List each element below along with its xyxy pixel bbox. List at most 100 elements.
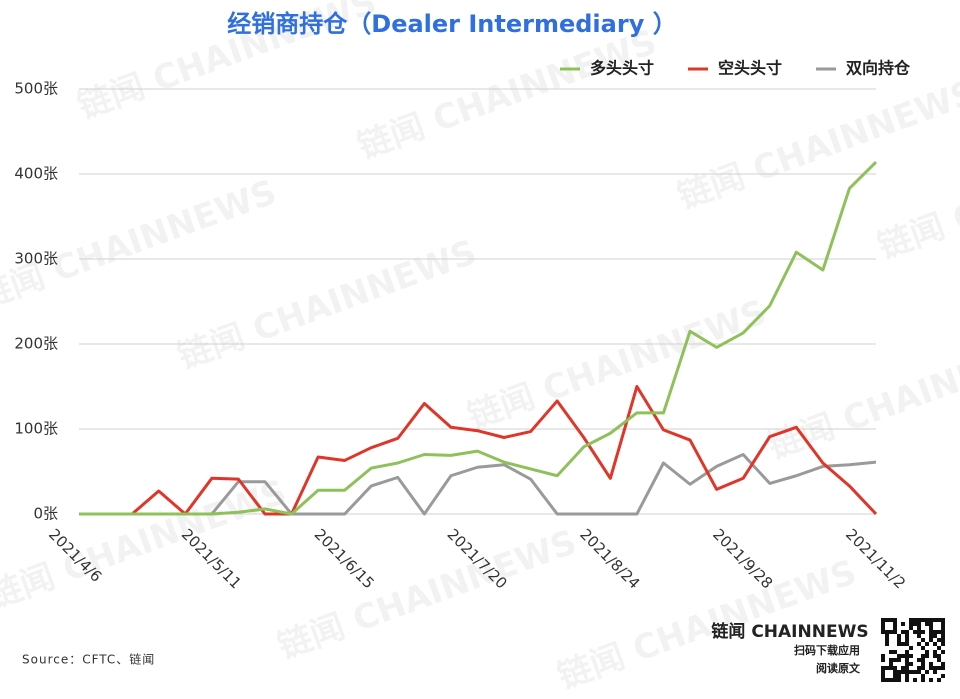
qr-cell	[893, 630, 897, 634]
qr-cell	[897, 658, 901, 662]
qr-cell	[889, 618, 893, 622]
qr-cell	[921, 674, 925, 678]
qr-cell	[909, 662, 913, 666]
qr-cell	[917, 670, 921, 674]
qr-cell	[925, 642, 929, 646]
qr-cell	[905, 662, 909, 666]
qr-cell	[925, 654, 929, 658]
qr-cell	[921, 654, 925, 658]
qr-cell	[881, 658, 885, 662]
qr-cell	[929, 678, 933, 682]
qr-cell	[885, 634, 889, 638]
qr-cell	[889, 662, 893, 666]
qr-cell	[893, 670, 897, 674]
qr-cell	[905, 634, 909, 638]
qr-cell	[889, 678, 893, 682]
qr-cell	[925, 670, 929, 674]
qr-cell	[905, 658, 909, 662]
qr-cell	[941, 666, 945, 670]
qr-cell	[937, 678, 941, 682]
qr-cell	[921, 630, 925, 634]
qr-cell	[917, 618, 921, 622]
qr-cell	[941, 642, 945, 646]
qr-cell	[905, 670, 909, 674]
y-tick-label: 0张	[33, 505, 58, 523]
qr-cell	[921, 666, 925, 670]
qr-cell	[905, 630, 909, 634]
qr-cell	[925, 622, 929, 626]
qr-cell	[881, 626, 885, 630]
qr-cell	[941, 634, 945, 638]
qr-cell	[893, 666, 897, 670]
qr-cell	[885, 638, 889, 642]
qr-cell	[925, 618, 929, 622]
legend-label: 双向持仓	[846, 59, 911, 78]
qr-cell	[881, 666, 885, 670]
qr-cell	[941, 674, 945, 678]
qr-cell	[929, 618, 933, 622]
qr-cell	[909, 646, 913, 650]
qr-cell	[921, 678, 925, 682]
qr-cell	[901, 654, 905, 658]
qr-cell	[929, 662, 933, 666]
qr-cell	[937, 618, 941, 622]
qr-cell	[941, 650, 945, 654]
qr-cell	[909, 654, 913, 658]
qr-cell	[897, 654, 901, 658]
qr-cell	[897, 642, 901, 646]
qr-cell	[905, 666, 909, 670]
qr-cell	[893, 658, 897, 662]
qr-cell	[909, 626, 913, 630]
y-tick-label: 400张	[14, 165, 58, 183]
brand-line: 阅读原文	[816, 661, 861, 675]
qr-cell	[881, 670, 885, 674]
qr-cell	[937, 658, 941, 662]
qr-cell	[917, 666, 921, 670]
qr-cell	[929, 638, 933, 642]
qr-cell	[913, 622, 917, 626]
qr-cell	[921, 646, 925, 650]
qr-cell	[929, 666, 933, 670]
qr-cell	[941, 630, 945, 634]
y-tick-label: 300张	[14, 250, 58, 268]
qr-cell	[941, 662, 945, 666]
qr-cell	[913, 670, 917, 674]
qr-cell	[897, 674, 901, 678]
qr-cell	[889, 630, 893, 634]
qr-cell	[889, 658, 893, 662]
y-tick-label: 500张	[14, 80, 58, 98]
qr-cell	[913, 630, 917, 634]
qr-cell	[921, 638, 925, 642]
qr-cell	[905, 654, 909, 658]
qr-cell	[913, 618, 917, 622]
qr-cell	[933, 630, 937, 634]
qr-cell	[881, 622, 885, 626]
qr-cell	[933, 670, 937, 674]
qr-cell	[941, 626, 945, 630]
qr-cell	[917, 634, 921, 638]
qr-cell	[933, 654, 937, 658]
qr-cell	[917, 622, 921, 626]
qr-cell	[889, 666, 893, 670]
qr-cell	[933, 650, 937, 654]
qr-cell	[937, 630, 941, 634]
qr-cell	[901, 630, 905, 634]
qr-cell	[901, 666, 905, 670]
qr-cell	[937, 638, 941, 642]
qr-cell	[893, 626, 897, 630]
qr-cell	[909, 670, 913, 674]
qr-cell	[929, 626, 933, 630]
qr-cell	[941, 618, 945, 622]
qr-cell	[941, 622, 945, 626]
legend-label: 空头头寸	[718, 59, 782, 78]
qr-cell	[913, 678, 917, 682]
qr-cell	[885, 630, 889, 634]
qr-cell	[893, 622, 897, 626]
qr-cell	[897, 634, 901, 638]
y-tick-label: 100张	[14, 420, 58, 438]
qr-cell	[933, 666, 937, 670]
qr-cell	[929, 634, 933, 638]
qr-cell	[881, 674, 885, 678]
qr-cell	[905, 650, 909, 654]
